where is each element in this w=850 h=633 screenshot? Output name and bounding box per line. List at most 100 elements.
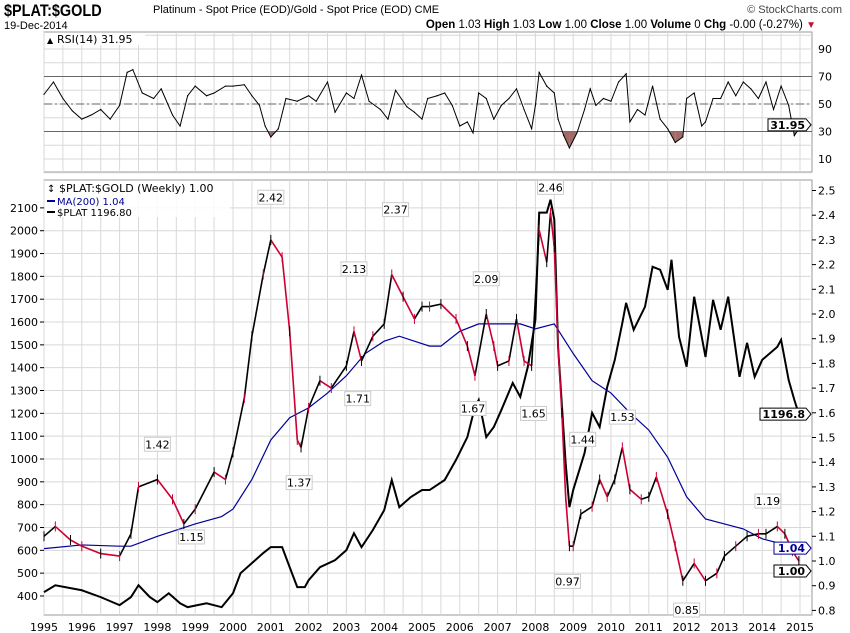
ratio-price-segment	[296, 439, 302, 448]
left-axis-tick-label: 1400	[10, 362, 38, 375]
plat-line	[43, 199, 800, 609]
ratio-price-segment	[621, 447, 631, 490]
rsi-last-value-label: 31.95	[770, 119, 805, 132]
rsi-point	[296, 100, 298, 102]
rsi-point	[720, 97, 722, 100]
left-axis-tick-label: 800	[17, 499, 38, 512]
x-axis-tick-label: 2004	[370, 621, 398, 633]
rsi-point	[686, 97, 688, 100]
rsi-point	[119, 104, 121, 106]
rsi-point	[793, 135, 795, 137]
annotation-box	[257, 189, 285, 205]
plat-legend-label: $PLAT 1196.80	[57, 208, 132, 219]
rsi-point	[270, 136, 272, 138]
rsi-icon: ▲	[47, 36, 54, 45]
description-text: Platinum - Spot Price (EOD)/Gold - Spot …	[153, 4, 412, 16]
left-axis-tick-label: 700	[17, 521, 38, 534]
rsi-point	[353, 97, 355, 100]
symbol-title: $PLAT:$GOLD	[4, 1, 102, 20]
ratio-price-segment	[776, 525, 786, 535]
rsi-point	[394, 89, 397, 91]
ratio-price-segment	[549, 212, 556, 248]
ratio-price-segment	[440, 303, 457, 320]
high-value: 1.03	[512, 19, 536, 31]
left-axis-tick-label: 1800	[10, 270, 38, 283]
rsi-point	[644, 114, 646, 116]
rsi-point	[71, 110, 73, 112]
rsi-point	[629, 121, 631, 123]
rsi-point	[701, 125, 703, 127]
ratio-price-segment	[232, 397, 246, 453]
ratio-price-segment	[564, 496, 571, 547]
rsi-point	[667, 128, 669, 130]
x-axis-tick-label: 2003	[332, 621, 360, 633]
annotation-box	[459, 401, 487, 417]
low-value: 1.00	[564, 19, 587, 31]
x-axis-tick-label: 1996	[68, 621, 96, 633]
rsi-title: RSI(14) 31.95	[57, 33, 132, 46]
rsi-point	[368, 100, 370, 102]
right-axis-tick-label: 1.1	[818, 530, 836, 543]
left-axis-tick-label: 1200	[10, 407, 38, 420]
rsi-point	[788, 104, 790, 106]
ratio-price-segment	[598, 479, 608, 498]
left-axis-tick-label: 400	[17, 590, 38, 603]
ratio-price-segment	[530, 229, 540, 366]
rsi-point	[553, 92, 555, 94]
ratio-price-segment	[262, 239, 272, 275]
x-axis-tick-label: 2015	[786, 621, 814, 633]
ratio-price-segment	[194, 471, 215, 510]
ratio-price-segment	[183, 508, 196, 525]
rsi-point	[326, 81, 329, 83]
x-axis-tick-label: 1995	[30, 621, 58, 633]
annotation-label: 2.46	[538, 181, 563, 194]
left-axis-tick-label: 600	[17, 544, 38, 557]
rsi-point	[406, 106, 408, 108]
ratio-price-segment	[591, 479, 601, 507]
x-axis-tick-label: 2012	[673, 621, 701, 633]
annotation-label: 2.13	[342, 263, 367, 276]
brand-watermark: © StockCharts.com	[747, 4, 842, 16]
rsi-point	[472, 132, 474, 134]
ma200-last-value-tag	[773, 541, 812, 555]
ratio-price-segment	[281, 257, 291, 332]
ratio-price-segment	[648, 476, 658, 498]
annotation-label: 1.67	[461, 403, 486, 416]
rsi-point	[194, 85, 196, 87]
rsi-point	[81, 118, 83, 120]
right-axis-tick-label: 2.5	[818, 185, 836, 198]
rsi-point	[109, 118, 111, 120]
ratio-price-segment	[485, 313, 495, 347]
annotation-box	[143, 436, 171, 452]
ratio-price-segment	[614, 447, 624, 480]
annotation-label: 1.53	[610, 411, 635, 424]
rsi-point	[515, 88, 518, 90]
ratio-price-segment	[330, 365, 348, 389]
rsi-point	[538, 71, 540, 73]
x-axis-tick-label: 2013	[710, 621, 738, 633]
x-axis-tick-label: 1997	[106, 621, 134, 633]
annotation-box	[472, 271, 500, 287]
left-axis-tick-label: 1600	[10, 316, 38, 329]
rsi-point	[90, 114, 92, 116]
ma200-line	[43, 323, 800, 552]
ratio-price-segment	[270, 239, 283, 258]
x-axis-tick-label: 2010	[597, 621, 625, 633]
rsi-point	[546, 85, 548, 87]
rsi-legend-bg	[45, 33, 145, 45]
ratio-price-segment	[561, 412, 567, 497]
x-axis-tick-label: 2001	[257, 621, 285, 633]
rsi-point	[315, 100, 317, 102]
ratio-last-value-label: 1.00	[778, 565, 805, 578]
rsi-point	[485, 97, 487, 100]
chg-value: -0.00 (-0.27%)	[729, 19, 803, 31]
open-value: 1.03	[458, 19, 481, 31]
right-axis-tick-label: 1.3	[818, 481, 836, 494]
ratio-price-segment	[372, 323, 385, 337]
rsi-point	[523, 108, 525, 111]
ratio-price-segment	[360, 335, 374, 362]
ratio-price-segment	[353, 331, 363, 362]
ratio-price-segment	[402, 296, 416, 320]
ma200-legend-label: MA(200) 1.04	[57, 197, 125, 208]
rsi-point	[379, 108, 382, 111]
